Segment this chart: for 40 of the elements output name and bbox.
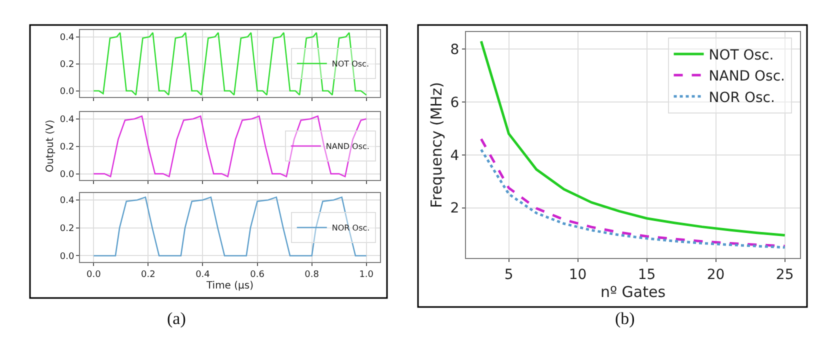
x-tick-label: 0.6 — [250, 270, 265, 280]
line-series — [92, 196, 368, 256]
x-tick-label: 0.8 — [304, 270, 320, 280]
y-tick-label: 0.4 — [60, 32, 74, 43]
legend-label: NOT Osc. — [708, 47, 774, 64]
x-axis-title: Time (μs) — [205, 280, 254, 292]
line-series — [92, 32, 368, 96]
x-tick-label: 1.0 — [359, 270, 374, 280]
y-tick-label: 2 — [450, 200, 460, 217]
legend-label: NAND Osc. — [326, 142, 370, 152]
y-tick-label: 0.0 — [60, 87, 74, 98]
y-tick-label: 0.2 — [60, 142, 74, 152]
legend-label: NOR Osc. — [708, 90, 775, 106]
x-tick-label: 15 — [638, 266, 656, 283]
y-axis-title: Output (V) — [44, 120, 56, 172]
y-axis-title: Frequency (MHz) — [428, 82, 446, 208]
x-tick-label: 0.2 — [141, 270, 156, 280]
y-tick-label: 6 — [450, 94, 460, 111]
legend-label: NAND Osc. — [708, 68, 785, 85]
text: (b) — [615, 309, 635, 328]
x-tick-label: 10 — [568, 266, 587, 283]
legend-label: NOT Osc. — [332, 60, 370, 69]
y-tick-label: 0.2 — [60, 60, 74, 70]
line-series — [92, 115, 368, 178]
y-tick-label: 0.2 — [60, 224, 74, 234]
y-tick-label: 0.4 — [60, 196, 74, 206]
y-tick-label: 4 — [450, 148, 460, 164]
y-tick-label: 0.0 — [60, 252, 74, 262]
text: (a) — [167, 309, 186, 328]
x-tick-label: 25 — [776, 266, 794, 283]
x-tick-label: 5 — [504, 266, 514, 283]
y-tick-label: 0.4 — [60, 115, 74, 126]
legend-label: NOR Osc. — [332, 224, 370, 233]
x-tick-label: 0.4 — [196, 270, 210, 280]
line-series — [480, 40, 786, 237]
x-axis-title: nº Gates — [600, 282, 666, 301]
x-tick-label: 0.0 — [86, 270, 102, 280]
x-tick-label: 20 — [706, 266, 725, 283]
y-tick-label: 0.0 — [60, 170, 74, 180]
y-tick-label: 8 — [450, 42, 460, 58]
